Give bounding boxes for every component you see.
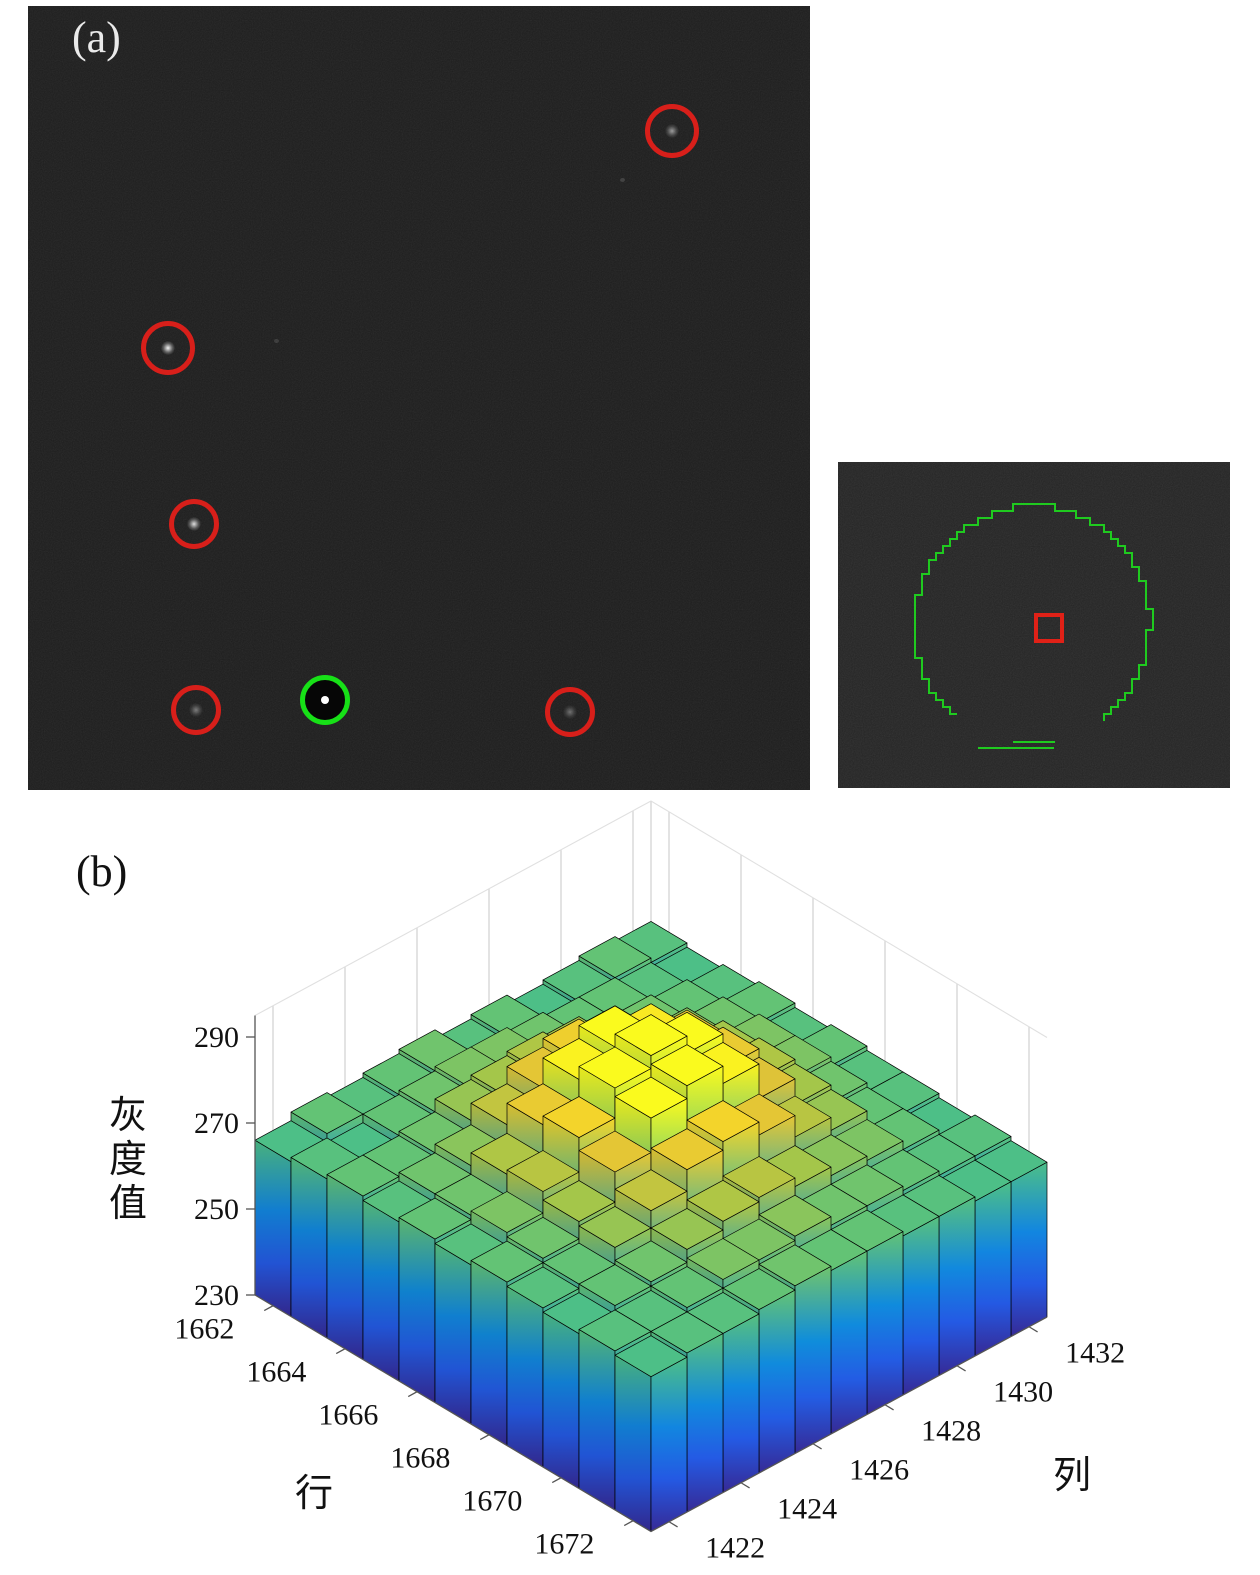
- tick-label: 1672: [534, 1528, 594, 1561]
- star-point: [189, 703, 203, 717]
- row-axis-label: 行: [295, 1473, 333, 1515]
- detected-star-circle: [141, 321, 195, 375]
- tick-label: 1668: [390, 1442, 450, 1475]
- star-image-panel: (a): [28, 6, 810, 790]
- centroid-marker: [1034, 613, 1064, 643]
- star-point: [665, 124, 679, 138]
- wall-grid-lines: [254, 800, 1048, 1307]
- detected-star-circle: [171, 685, 221, 735]
- star-point: [563, 705, 577, 719]
- tick-label: 1424: [777, 1492, 837, 1525]
- col-axis-label: 列: [1053, 1455, 1091, 1497]
- inset-overlay: [914, 503, 1154, 749]
- zoom-inset-panel: [838, 462, 1230, 788]
- faint-star-speck: [620, 178, 625, 182]
- detected-star-circle: [545, 687, 595, 737]
- star-point: [321, 696, 329, 704]
- tick-label: 290: [194, 1021, 239, 1054]
- z-axis-label-char: 度: [109, 1139, 147, 1181]
- panel-a-label: (a): [72, 13, 121, 62]
- gray-value-bars: [254, 921, 1048, 1532]
- tick-label: 1670: [462, 1485, 522, 1518]
- tick-label: 1428: [921, 1414, 981, 1447]
- segmentation-contour: [914, 503, 1154, 743]
- tick-label: 1664: [246, 1356, 306, 1389]
- panel-b-label: (b): [76, 847, 128, 896]
- tick-label: 270: [194, 1107, 239, 1140]
- detected-star-circle: [169, 499, 219, 549]
- tick-label: 1666: [318, 1399, 378, 1432]
- star-point: [187, 517, 201, 531]
- star-point: [161, 341, 175, 355]
- tick-label: 250: [194, 1193, 239, 1226]
- axis-tick-labels: 230 250 270 290 1662 1664 1666 1668 1670 1672 1422…: [109, 1021, 1125, 1564]
- tick-label: 230: [194, 1279, 239, 1312]
- axes-lines: [246, 1015, 1048, 1533]
- z-axis-label-char: 灰: [109, 1095, 147, 1137]
- selected-star-circle: [300, 675, 350, 725]
- faint-star-speck: [274, 339, 279, 343]
- tick-label: 1422: [705, 1531, 765, 1564]
- detected-star-circle: [645, 104, 699, 158]
- tick-label: 1426: [849, 1453, 909, 1486]
- z-axis-label-char: 值: [109, 1183, 147, 1225]
- tick-label: 1430: [993, 1375, 1053, 1408]
- tick-label: 1662: [174, 1313, 234, 1346]
- tick-label: 1432: [1065, 1336, 1125, 1369]
